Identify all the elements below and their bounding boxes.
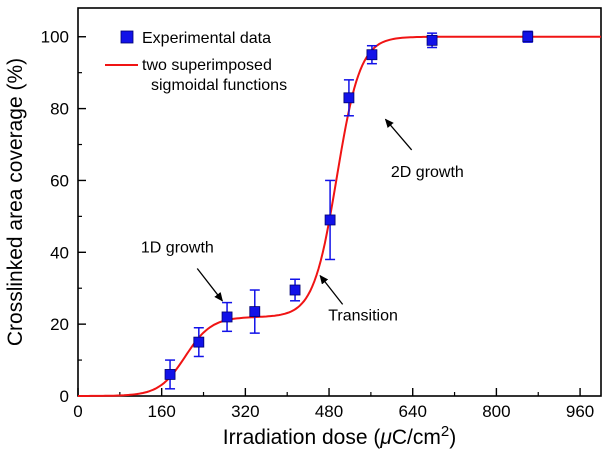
legend-marker-experimental-data xyxy=(120,30,134,44)
x-tick-label: 160 xyxy=(147,402,175,421)
y-axis-title: Crosslinked area coverage (%) xyxy=(4,58,27,346)
legend-label-experimental-data: Experimental data xyxy=(142,30,271,47)
y-axis: 0 20 40 60 80 100 xyxy=(41,28,86,406)
x-axis-title: Irradiation dose (μC/cm2) xyxy=(223,423,456,449)
data-point-marker xyxy=(324,214,336,226)
legend: Experimental data two superimposed sigmoid… xyxy=(105,30,287,94)
y-tick-label: 80 xyxy=(50,100,69,119)
data-point-marker xyxy=(366,49,378,61)
data-point-marker xyxy=(426,34,438,46)
annotation-text: Transition xyxy=(328,308,398,325)
y-tick-label: 100 xyxy=(41,28,69,47)
annotation-1d-growth: 1D growth xyxy=(141,239,223,302)
annotation-transition: Transition xyxy=(319,274,398,325)
x-tick-label: 640 xyxy=(399,402,427,421)
legend-label-fit-line2: sigmoidal functions xyxy=(151,77,287,94)
y-tick-label: 0 xyxy=(60,387,69,406)
data-point-marker xyxy=(249,306,261,317)
annotation-arrow xyxy=(196,268,223,302)
fit-curve xyxy=(78,35,601,397)
data-point-marker xyxy=(522,31,534,43)
experimental-data-points xyxy=(164,30,534,390)
y-tick-label: 60 xyxy=(50,171,69,190)
data-point-marker xyxy=(221,311,233,323)
x-tick-label: 0 xyxy=(73,402,82,421)
legend-label-fit-line1: two superimposed xyxy=(142,57,272,74)
annotation-arrow xyxy=(384,118,413,151)
plot-frame xyxy=(77,7,602,397)
data-point-marker xyxy=(343,92,355,104)
annotation-text: 2D growth xyxy=(391,164,464,181)
x-tick-label: 320 xyxy=(231,402,259,421)
x-axis: 0 160 320 480 640 800 960 xyxy=(73,388,594,421)
annotation-arrow xyxy=(319,274,344,305)
data-point-marker xyxy=(289,284,301,296)
x-tick-label: 800 xyxy=(482,402,510,421)
annotation-2d-growth: 2D growth xyxy=(384,118,464,181)
data-point-marker xyxy=(164,369,176,380)
x-tick-label: 960 xyxy=(566,402,594,421)
annotation-text: 1D growth xyxy=(141,239,214,256)
y-tick-label: 40 xyxy=(50,243,69,262)
data-point-marker xyxy=(193,336,205,348)
x-tick-label: 480 xyxy=(315,402,343,421)
y-tick-label: 20 xyxy=(50,315,69,334)
